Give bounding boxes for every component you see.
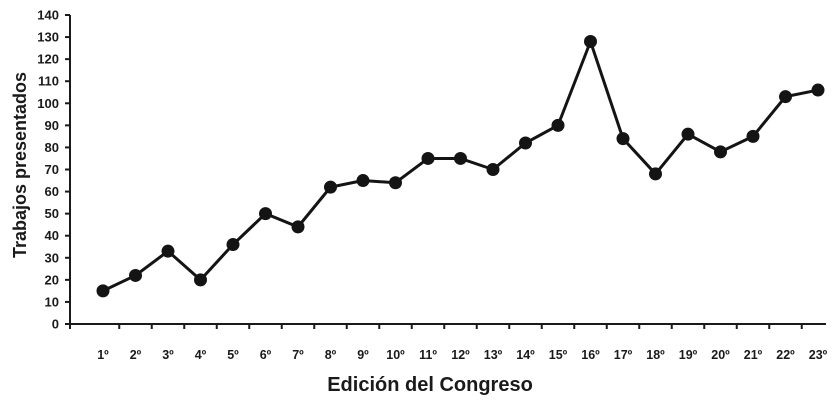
series-line [102,37,819,293]
data-point [226,238,240,252]
x-tick-label: 6º [260,348,272,362]
x-tick-label: 13º [484,348,503,362]
y-tick-label: 120 [37,52,59,67]
x-ticks: 1º 2º 3º 4º 5º 6º 7º 8º 9º 10º 11º 12º 13º 14º 15º 16º 1… [69,324,828,362]
data-point [259,207,272,221]
data-point [96,284,110,298]
x-tick-label: 14º [516,348,535,362]
x-tick-label: 18º [646,348,665,362]
y-tick-label: 110 [38,74,59,89]
data-point [291,220,305,234]
data-point [324,180,337,194]
data-point [421,151,435,165]
y-ticks: 0 10 20 30 40 50 60 70 80 90 100 110 120 130 140 [37,8,70,332]
data-point [551,118,565,132]
x-tick-label: 19º [679,348,698,362]
data-point [746,129,760,143]
data-point [129,268,142,282]
axes: 0 10 20 30 40 50 60 70 80 90 100 110 120 130 140 1º 2º 3… [37,8,827,363]
x-tick-label: 1º [97,348,109,362]
x-tick-label: 2º [130,348,142,362]
data-point [486,163,500,176]
x-tick-label: 16º [581,348,600,362]
x-tick-label: 20º [711,348,730,362]
data-point [454,151,467,165]
x-tick-label: 8º [325,348,337,362]
data-point [811,83,825,97]
x-tick-label: 23º [809,348,828,362]
x-tick-label: 3º [162,348,174,362]
y-tick-label: 20 [45,272,59,287]
y-tick-label: 140 [37,8,59,23]
x-tick-label: 21º [744,348,763,362]
x-tick-label: 11º [419,348,437,362]
x-tick-label: 22º [776,348,795,362]
y-tick-label: 70 [45,162,59,177]
x-tick-label: 17º [614,348,633,362]
x-tick-label: 9º [357,348,369,362]
y-tick-label: 80 [45,140,59,155]
x-tick-label: 12º [451,348,470,362]
series [96,34,825,298]
y-tick-label: 10 [45,294,59,309]
data-point [649,167,662,181]
y-tick-label: 0 [52,317,59,332]
y-tick-label: 50 [45,206,59,221]
y-tick-label: 130 [37,30,59,45]
y-tick-label: 60 [45,184,59,199]
x-axis-title: Edición del Congreso [327,374,533,396]
x-tick-label: 4º [195,348,207,362]
data-point [194,273,207,287]
data-point [519,136,532,150]
data-point [161,244,175,258]
y-tick-label: 40 [45,228,59,243]
x-tick-label: 7º [292,348,304,362]
data-point [584,34,597,48]
x-tick-label: 5º [227,348,239,362]
x-tick-label: 15º [549,348,568,362]
data-point [681,127,695,141]
y-axis-title: Trabajos presentados [10,72,30,258]
data-point [616,132,630,146]
data-point [389,176,402,190]
data-point [779,90,792,104]
y-tick-label: 30 [45,250,59,265]
y-tick-label: 90 [45,118,59,133]
y-tick-label: 100 [37,96,59,111]
data-point [356,174,370,188]
x-tick-label: 10º [386,348,405,362]
data-point [714,145,727,159]
